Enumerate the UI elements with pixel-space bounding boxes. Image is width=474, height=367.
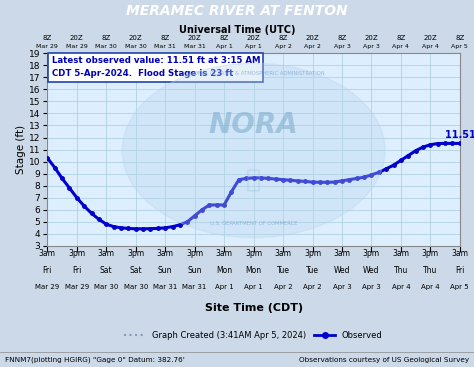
Text: 3pm: 3pm [127,249,144,258]
Text: Mar 30: Mar 30 [95,44,117,50]
Text: 20Z: 20Z [365,35,378,41]
Text: Wed: Wed [334,266,350,276]
Text: Apr 1: Apr 1 [215,284,234,290]
Text: Apr 1: Apr 1 [244,284,263,290]
Text: Apr 2: Apr 2 [303,284,322,290]
Text: Fri: Fri [43,266,52,276]
Text: Apr 5: Apr 5 [451,44,468,50]
Text: 3am: 3am [274,249,292,258]
Text: 3am: 3am [392,249,410,258]
Text: 3am: 3am [333,249,350,258]
Text: Mar 30: Mar 30 [124,284,148,290]
Text: 8Z: 8Z [101,35,111,41]
Text: 11.51 ft: 11.51 ft [445,130,474,139]
Text: Apr 4: Apr 4 [421,284,440,290]
Text: MERAMEC RIVER AT FENTON: MERAMEC RIVER AT FENTON [126,4,348,18]
Text: 3am: 3am [451,249,468,258]
Text: Site Time (CDT): Site Time (CDT) [204,303,303,313]
Text: Mar 30: Mar 30 [125,44,146,50]
Text: Apr 2: Apr 2 [273,284,292,290]
Text: Apr 4: Apr 4 [392,44,410,50]
Text: 20Z: 20Z [129,35,143,41]
Text: 8Z: 8Z [396,35,406,41]
Text: Apr 3: Apr 3 [362,284,381,290]
Text: FNNM7(plotting HGIRG) "Gage 0" Datum: 382.76': FNNM7(plotting HGIRG) "Gage 0" Datum: 38… [5,356,184,363]
Text: NORA: NORA [209,111,299,139]
Text: Observations courtesy of US Geological Survey: Observations courtesy of US Geological S… [299,357,469,363]
Text: Apr 5: Apr 5 [450,284,469,290]
Text: U.S. DEPARTMENT OF COMMERCE: U.S. DEPARTMENT OF COMMERCE [210,221,297,226]
Text: 20Z: 20Z [70,35,84,41]
Text: Thu: Thu [423,266,438,276]
Text: Mar 29: Mar 29 [36,44,58,50]
Text: 8Z: 8Z [219,35,229,41]
Text: 20Z: 20Z [246,35,261,41]
Text: Mar 29: Mar 29 [65,284,89,290]
Text: Mar 31: Mar 31 [153,284,177,290]
Text: Wed: Wed [363,266,380,276]
Text: 🐟: 🐟 [246,168,261,192]
Text: 3pm: 3pm [68,249,85,258]
Text: Apr 1: Apr 1 [216,44,233,50]
Ellipse shape [122,63,385,238]
Text: Universal Time (UTC): Universal Time (UTC) [179,25,295,35]
Text: Latest observed value: 11.51 ft at 3:15 AM
CDT 5-Apr-2024.  Flood Stage is 23 ft: Latest observed value: 11.51 ft at 3:15 … [52,56,260,78]
Text: 20Z: 20Z [188,35,201,41]
Text: Apr 4: Apr 4 [422,44,439,50]
Text: Apr 3: Apr 3 [363,44,380,50]
Text: 3am: 3am [216,249,233,258]
Text: Mon: Mon [246,266,262,276]
Text: Apr 3: Apr 3 [333,284,351,290]
Y-axis label: Stage (ft): Stage (ft) [16,125,26,174]
Text: 3pm: 3pm [245,249,262,258]
Text: Tue: Tue [276,266,290,276]
Text: 8Z: 8Z [337,35,346,41]
Text: Apr 4: Apr 4 [392,284,410,290]
Text: Mon: Mon [216,266,232,276]
Text: 3pm: 3pm [186,249,203,258]
Text: 8Z: 8Z [43,35,52,41]
Text: Tue: Tue [306,266,319,276]
Text: Apr 2: Apr 2 [304,44,321,50]
Text: 8Z: 8Z [455,35,465,41]
Text: Sun: Sun [158,266,173,276]
Text: 8Z: 8Z [161,35,170,41]
Text: Thu: Thu [394,266,408,276]
Text: Fri: Fri [72,266,82,276]
Text: 20Z: 20Z [306,35,319,41]
Text: Mar 31: Mar 31 [184,44,206,50]
Text: Sun: Sun [187,266,202,276]
Text: Fri: Fri [455,266,465,276]
Text: 3pm: 3pm [363,249,380,258]
Text: 3am: 3am [39,249,56,258]
Legend: Graph Created (3:41AM Apr 5, 2024), Observed: Graph Created (3:41AM Apr 5, 2024), Obse… [121,328,386,344]
Text: 3pm: 3pm [422,249,439,258]
Text: Mar 31: Mar 31 [155,44,176,50]
Text: 3am: 3am [98,249,115,258]
Text: 20Z: 20Z [423,35,437,41]
Text: Apr 1: Apr 1 [245,44,262,50]
Text: Mar 29: Mar 29 [35,284,60,290]
Text: 8Z: 8Z [278,35,288,41]
Text: Sat: Sat [129,266,142,276]
Text: Mar 29: Mar 29 [66,44,88,50]
Text: Mar 30: Mar 30 [94,284,118,290]
Text: Apr 3: Apr 3 [334,44,350,50]
Text: NATIONAL OCEANIC & ATMOSPHERIC ADMINISTRATION: NATIONAL OCEANIC & ATMOSPHERIC ADMINISTR… [182,71,325,76]
Text: Apr 2: Apr 2 [274,44,292,50]
Text: 3pm: 3pm [304,249,321,258]
Text: Sat: Sat [100,266,113,276]
Text: Mar 31: Mar 31 [182,284,207,290]
Text: 3am: 3am [157,249,174,258]
